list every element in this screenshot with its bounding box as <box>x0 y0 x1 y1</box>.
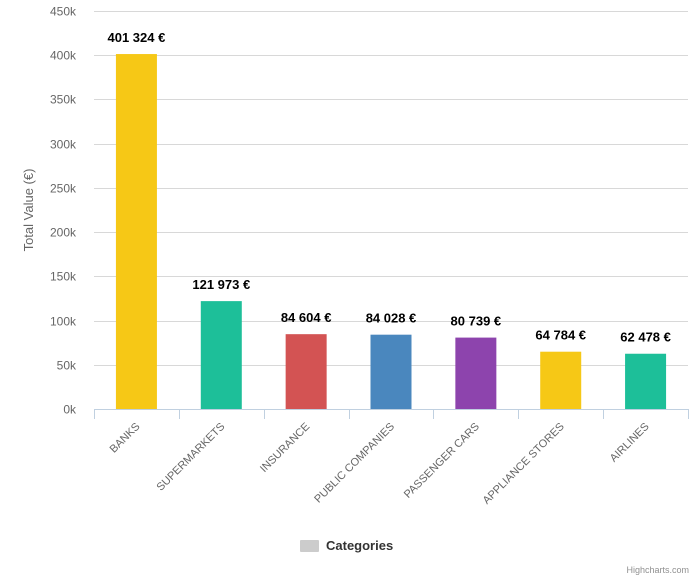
x-tick-label: SUPERMARKETS <box>155 421 228 494</box>
legend[interactable]: Categories <box>300 538 393 553</box>
x-tick-label: PUBLIC COMPANIES <box>312 421 397 506</box>
bar <box>285 334 327 409</box>
y-tick-label: 250k <box>50 182 77 196</box>
bar <box>200 301 242 409</box>
data-label: 401 324 € <box>108 30 166 45</box>
x-tick-label: AIRLINES <box>608 421 652 465</box>
y-tick-label: 300k <box>50 138 77 152</box>
y-tick-label: 400k <box>50 49 77 63</box>
data-label: 84 028 € <box>366 311 417 326</box>
y-tick-label: 100k <box>50 315 77 329</box>
data-label: 84 604 € <box>281 310 332 325</box>
bar <box>455 337 497 409</box>
legend-swatch <box>300 539 319 552</box>
bar <box>625 353 667 409</box>
y-tick-label: 50k <box>57 359 77 373</box>
x-tick-label: APPLIANCE STORES <box>481 421 567 507</box>
y-tick-label: 450k <box>50 5 77 19</box>
x-tick-label: BANKS <box>108 421 143 456</box>
grid-lines <box>94 11 688 366</box>
data-label: 80 739 € <box>451 314 502 329</box>
credits-link[interactable]: Highcharts.com <box>626 565 689 575</box>
y-axis-title: Total Value (€) <box>21 169 36 252</box>
y-axis-ticks: 0k 50k 100k 150k 200k 250k 300k 350k 400k 450k <box>50 5 77 417</box>
y-tick-label: 350k <box>50 93 77 107</box>
data-label: 64 784 € <box>535 328 586 343</box>
y-tick-label: 0k <box>63 403 77 417</box>
bars <box>115 54 667 410</box>
bar <box>370 334 412 409</box>
y-tick-label: 200k <box>50 226 77 240</box>
data-label: 62 478 € <box>620 330 671 345</box>
x-tick-label: INSURANCE <box>258 421 312 475</box>
legend-label: Categories <box>326 538 394 553</box>
bar <box>115 54 157 410</box>
data-labels: 401 324 € 121 973 € 84 604 € 84 028 € 80 739… <box>108 30 671 345</box>
x-tick-label: PASSENGER CARS <box>402 421 482 501</box>
bar <box>540 351 582 409</box>
data-label: 121 973 € <box>192 277 250 292</box>
y-tick-label: 150k <box>50 270 77 284</box>
x-axis: BANKS SUPERMARKETS INSURANCE PUBLIC COMPANI… <box>94 409 689 507</box>
